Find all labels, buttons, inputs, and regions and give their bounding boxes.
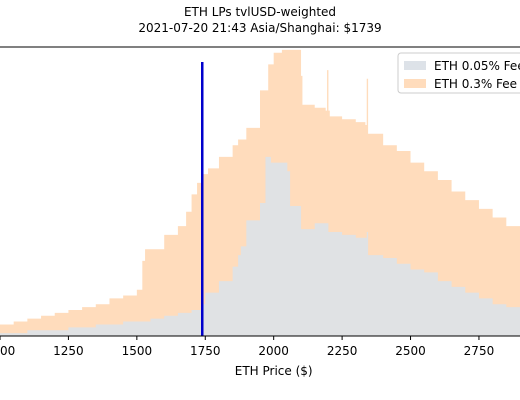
x-tick-label: 1500 — [122, 344, 153, 358]
area-series-fee-0-05 — [0, 156, 520, 336]
legend-label: ETH 0.05% Fee Tier — [434, 59, 520, 73]
chart-subtitle: 2021-07-20 21:43 Asia/Shanghai: $1739 — [138, 21, 382, 35]
x-tick-label: 2000 — [258, 344, 289, 358]
chart-title: ETH LPs tvlUSD-weighted — [183, 5, 337, 19]
x-tick-label: 2750 — [464, 344, 495, 358]
legend-swatch — [404, 61, 426, 70]
chart-title-block: ETH LPs tvlUSD-weighted 2021-07-20 21:43… — [0, 4, 520, 36]
series-layer — [0, 49, 520, 336]
legend-swatch — [404, 79, 426, 88]
axis-layer: 1000 1250 1500 1750 2000 2250 2500 2750 ETH Pric… — [0, 46, 520, 378]
legend-label: ETH 0.3% Fee Tier — [434, 77, 520, 91]
legend: ETH 0.05% Fee Tier ETH 0.3% Fee Tier — [397, 52, 520, 94]
x-tick-label: 2250 — [327, 344, 358, 358]
x-axis-label: ETH Price ($) — [235, 364, 313, 378]
legend-box — [397, 52, 520, 94]
x-tick-label: 1000 — [0, 344, 15, 358]
x-tick-label: 2500 — [395, 344, 426, 358]
x-tick-label: 1250 — [53, 344, 84, 358]
x-tick-label: 1750 — [190, 344, 221, 358]
